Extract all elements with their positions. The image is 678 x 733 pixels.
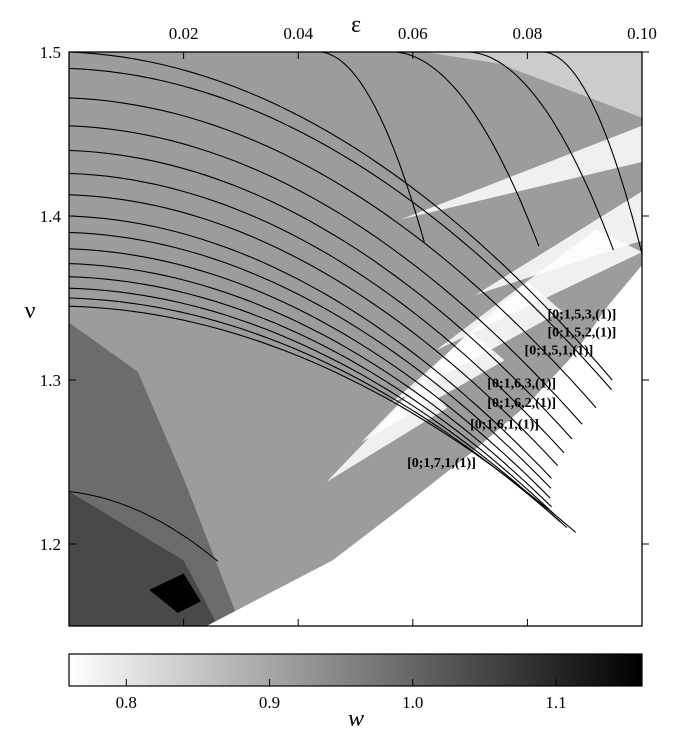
branch-curve <box>69 149 573 440</box>
branch-curve <box>69 287 561 523</box>
branch-curve <box>69 231 552 489</box>
branch-label: [0;1,5,2,(1)] <box>547 326 616 341</box>
branch-label: [0;1,6,3,(1)] <box>487 376 556 391</box>
colorbar-tick-label: 0.9 <box>259 693 280 712</box>
y-tick-label: 1.2 <box>40 535 61 554</box>
branch-curves <box>69 52 642 562</box>
branch-label: [0;1,5,1,(1)] <box>525 344 594 359</box>
branch-curve <box>69 97 597 408</box>
x-tick-label: 0.08 <box>513 24 543 43</box>
region-white <box>206 265 642 626</box>
x-tick-label: 0.04 <box>283 24 313 43</box>
branch-curve <box>69 276 556 516</box>
branch-label: [0;1,7,1,(1)] <box>407 456 476 471</box>
branch-curve-boundary <box>69 491 219 562</box>
branch-curve <box>395 52 540 247</box>
branch-curve <box>69 305 577 533</box>
colorbar <box>68 653 643 687</box>
x-axis-ticks: 0.02 0.04 0.06 0.08 0.10 <box>169 24 657 626</box>
branch-curve <box>470 52 614 251</box>
branch-labels: [0;1,5,3,(1)] [0;1,5,2,(1)] [0;1,5,1,(1)] [… <box>407 308 616 471</box>
x-tick-label: 0.10 <box>627 24 657 43</box>
colorbar-tick-label: 1.1 <box>545 693 566 712</box>
branch-curve <box>69 125 583 425</box>
colorbar-label: w <box>348 706 364 732</box>
region-wedge <box>326 380 448 482</box>
x-tick-label: 0.02 <box>169 24 199 43</box>
x-tick-label: 0.06 <box>398 24 428 43</box>
heatmap-field <box>69 52 642 626</box>
branch-curve <box>69 67 613 391</box>
branch-label: [0;1,6,1,(1)] <box>470 417 539 432</box>
y-axis-label: ν <box>25 298 36 324</box>
branch-curve <box>321 52 425 243</box>
dark-speckles <box>149 573 201 613</box>
y-tick-label: 1.3 <box>40 371 61 390</box>
branch-curve <box>69 172 565 454</box>
branch-curve <box>69 263 552 508</box>
branch-curve <box>69 52 613 381</box>
colorbar-ticks: 0.8 0.9 1.0 1.1 <box>116 679 567 712</box>
branch-curve <box>69 215 552 479</box>
plot-frame <box>68 51 643 627</box>
region-wedge <box>401 125 642 220</box>
branch-curve <box>69 248 551 499</box>
colorbar-tick-label: 0.8 <box>116 693 137 712</box>
branch-label: [0;1,5,3,(1)] <box>547 308 616 323</box>
x-axis-label: ε <box>351 12 361 38</box>
y-axis-ticks: 1.2 1.3 1.4 1.5 <box>40 43 649 554</box>
colorbar-tick-label: 1.0 <box>402 693 423 712</box>
branch-curve <box>544 52 642 255</box>
y-tick-label: 1.5 <box>40 43 61 62</box>
branch-label: [0;1,6,2,(1)] <box>487 396 556 411</box>
region-top-right <box>424 52 642 118</box>
branch-curve <box>69 194 559 466</box>
y-tick-label: 1.4 <box>40 207 62 226</box>
